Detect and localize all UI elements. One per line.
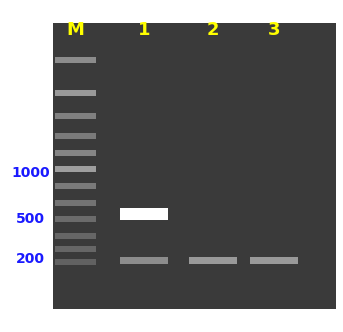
Text: M: M <box>67 21 84 39</box>
Text: 3: 3 <box>268 21 281 39</box>
FancyBboxPatch shape <box>55 113 96 119</box>
Text: 500: 500 <box>16 212 45 226</box>
FancyBboxPatch shape <box>53 23 336 309</box>
FancyBboxPatch shape <box>55 246 96 252</box>
FancyBboxPatch shape <box>55 200 96 206</box>
Text: 200: 200 <box>16 252 45 266</box>
FancyBboxPatch shape <box>250 257 298 264</box>
Text: 1: 1 <box>138 21 150 39</box>
FancyBboxPatch shape <box>55 150 96 156</box>
Text: 2: 2 <box>206 21 219 39</box>
FancyBboxPatch shape <box>55 183 96 189</box>
FancyBboxPatch shape <box>120 208 168 220</box>
Text: 1000: 1000 <box>12 166 50 180</box>
FancyBboxPatch shape <box>55 216 96 222</box>
FancyBboxPatch shape <box>55 57 96 63</box>
FancyBboxPatch shape <box>55 133 96 139</box>
FancyBboxPatch shape <box>120 257 168 264</box>
FancyBboxPatch shape <box>55 90 96 96</box>
FancyBboxPatch shape <box>55 233 96 239</box>
FancyBboxPatch shape <box>55 259 96 265</box>
FancyBboxPatch shape <box>189 257 237 264</box>
FancyBboxPatch shape <box>55 166 96 172</box>
